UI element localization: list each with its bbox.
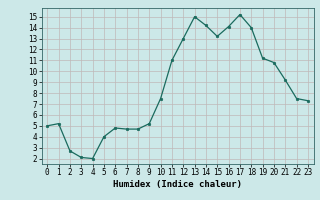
X-axis label: Humidex (Indice chaleur): Humidex (Indice chaleur) bbox=[113, 180, 242, 189]
